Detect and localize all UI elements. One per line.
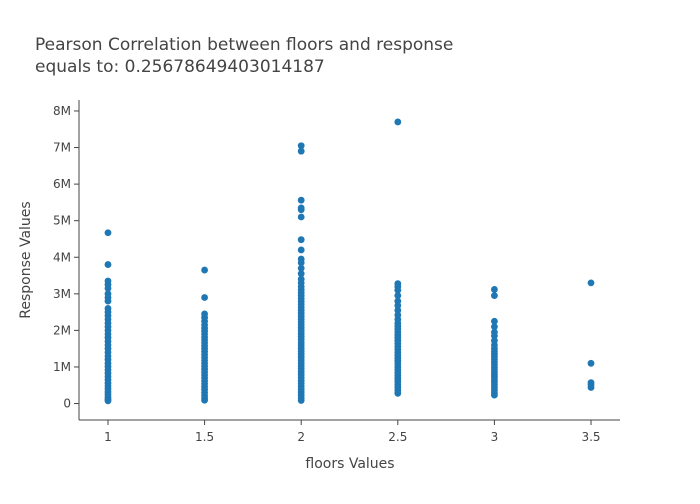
y-tick-label: 6M [53,177,71,191]
x-axis-ticks: 1 1.5 2 2.5 3 3.5 [104,420,601,444]
chart-title-line-1: Pearson Correlation between floors and r… [35,35,453,55]
data-point [491,337,498,345]
x-tick-label: 2 [297,430,305,444]
data-point [104,305,112,312]
x-tick-label: 3.5 [581,430,600,444]
data-point [201,266,208,274]
y-tick-label: 2M [53,323,71,337]
data-point [297,236,305,244]
x-tick-label: 1 [104,430,112,444]
data-point [394,280,402,287]
x-tick-label: 1.5 [195,430,214,444]
data-point [587,279,595,287]
data-point [297,270,305,278]
data-point [297,142,305,150]
data-point [297,275,305,283]
y-tick-label: 5M [53,214,71,228]
data-point [297,264,305,272]
data-point [491,317,498,325]
y-tick-label: 0 [63,397,71,411]
x-axis-title: floors Values [305,456,394,472]
data-point [394,306,402,314]
data-point [297,147,305,155]
x-tick-label: 3 [491,430,499,444]
y-tick-label: 1M [53,360,71,374]
y-tick-label: 4M [53,250,71,264]
data-point [297,255,305,263]
y-axis-ticks: 0 1M 2M 3M 4M 5M 6M 7M 8M [53,104,79,411]
data-point [297,196,305,204]
data-point [297,246,305,254]
data-points [104,118,595,405]
data-point [394,118,402,126]
y-tick-label: 8M [53,104,71,118]
data-point [201,294,208,301]
data-point [297,204,305,212]
data-point [104,261,112,268]
data-point [491,328,498,336]
data-point [491,292,498,300]
data-point [394,292,402,300]
x-tick-label: 2.5 [388,430,407,444]
data-point [104,229,112,237]
data-point [491,323,498,331]
y-tick-label: 3M [53,287,71,301]
data-point [587,379,595,387]
y-axis-title: Response Values [18,201,34,318]
chart-title-line-2: equals to: 0.25678649403014187 [35,57,325,77]
data-point [104,290,112,298]
y-tick-label: 7M [53,141,71,155]
data-point [297,213,305,221]
data-point [201,310,208,318]
data-point [394,311,402,319]
data-point [104,277,112,285]
data-point [394,297,402,305]
data-point [587,359,595,367]
data-point [491,286,498,293]
